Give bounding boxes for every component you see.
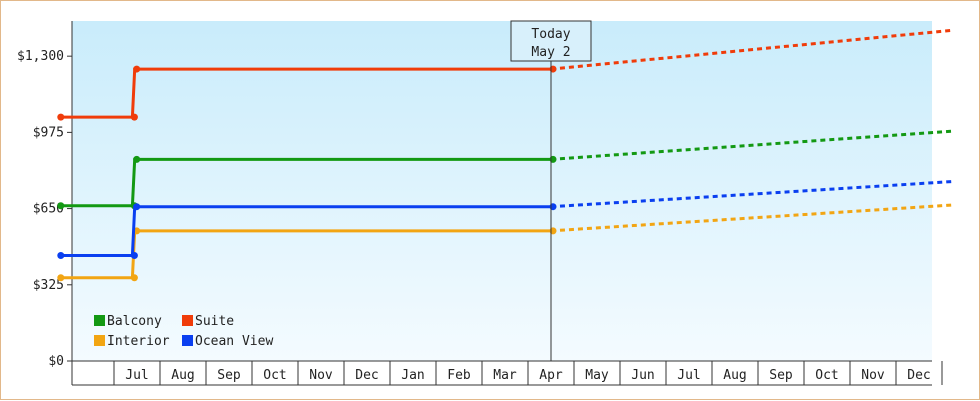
data-point <box>133 203 141 211</box>
x-month-label: Feb <box>447 368 471 383</box>
x-month-label: Apr <box>539 368 563 383</box>
data-point <box>130 251 138 259</box>
x-month-label: Sep <box>217 368 241 383</box>
x-month-label: Oct <box>815 368 838 383</box>
x-month-label: Nov <box>861 368 885 383</box>
data-point <box>130 274 138 282</box>
series-line-forecast <box>550 180 952 209</box>
legend-label: Interior <box>107 334 170 349</box>
data-point <box>57 202 65 210</box>
series-line-history <box>58 67 551 119</box>
data-point <box>133 155 141 163</box>
x-month-label: Jun <box>631 368 654 383</box>
series-line-history <box>58 157 551 208</box>
data-point <box>57 251 65 259</box>
y-tick-label: $975 <box>33 125 64 140</box>
legend-swatch <box>94 335 105 346</box>
x-month-label: Dec <box>355 368 378 383</box>
x-month-label: Jan <box>401 368 424 383</box>
legend-label: Suite <box>195 314 234 329</box>
y-tick-label: $650 <box>33 202 64 217</box>
x-month-label: Dec <box>907 368 930 383</box>
series-line-history <box>58 205 551 257</box>
today-box <box>510 20 592 62</box>
today-date: May 2 <box>531 45 570 60</box>
data-point <box>133 65 141 73</box>
series-line-forecast <box>550 28 952 71</box>
x-month-label: Jul <box>677 368 700 383</box>
data-point <box>57 113 65 121</box>
x-month-label: Nov <box>309 368 333 383</box>
legend-label: Ocean View <box>195 334 273 349</box>
legend-label: Balcony <box>107 314 162 329</box>
x-month-label: Oct <box>263 368 286 383</box>
legend: Balcony Suite Interior Ocean View <box>94 314 273 349</box>
legend-swatch <box>182 315 193 326</box>
series-line-forecast <box>550 203 952 233</box>
legend-swatch <box>182 335 193 346</box>
data-point <box>130 113 138 121</box>
x-month-label: May <box>585 368 609 383</box>
today-label: Today <box>531 27 570 42</box>
x-month-label: Mar <box>493 368 517 383</box>
x-month-label: Aug <box>723 368 746 383</box>
y-tick-label: $0 <box>48 354 64 369</box>
data-point <box>57 274 65 282</box>
series-line-forecast <box>550 129 952 161</box>
x-month-label: Jul <box>125 368 148 383</box>
legend-swatch <box>94 315 105 326</box>
x-month-label: Aug <box>171 368 194 383</box>
x-month-label: Sep <box>769 368 793 383</box>
y-tick-label: $325 <box>33 278 64 293</box>
y-tick-label: $1,300 <box>17 49 64 64</box>
